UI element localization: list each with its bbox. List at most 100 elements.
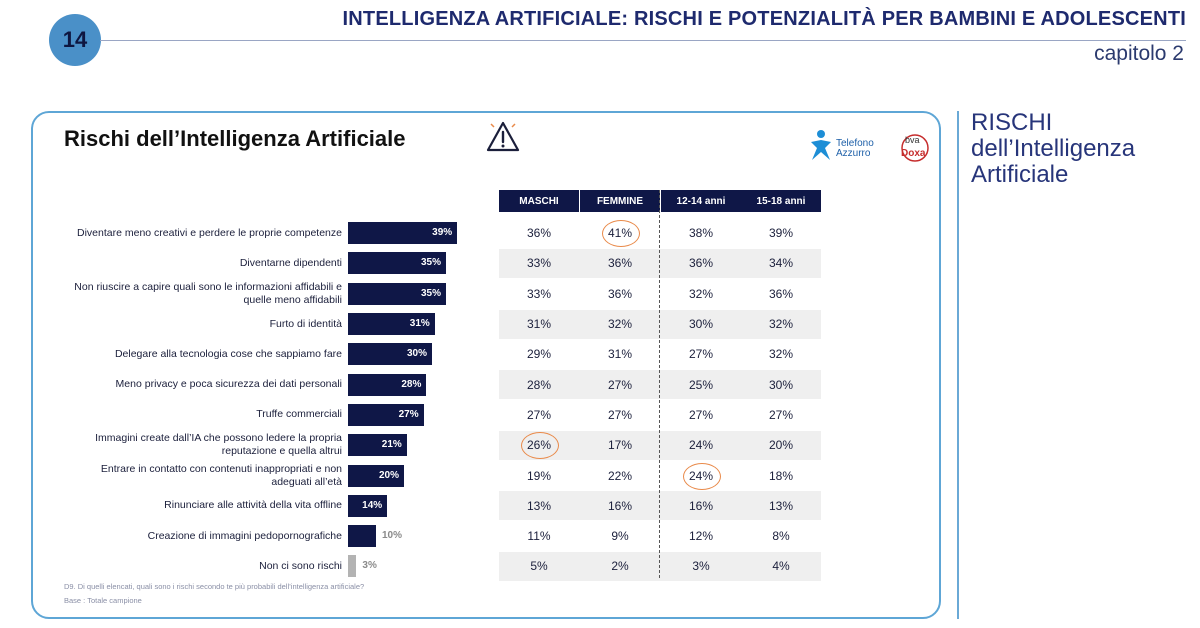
risk-label-line: Furto di identità xyxy=(269,317,342,330)
bar: 14% xyxy=(348,494,388,517)
risk-label-line: adeguati all’età xyxy=(271,475,342,488)
svg-text:Doxa: Doxa xyxy=(901,148,926,159)
risk-label: Furto di identità xyxy=(22,318,342,331)
bar-value-label: 14% xyxy=(362,499,383,511)
table-cell: 16% xyxy=(607,498,633,513)
column-header: 12-14 anni xyxy=(661,190,741,212)
table-cell: 34% xyxy=(768,256,794,271)
table-cell: 24% xyxy=(688,438,714,453)
column-header: MASCHI xyxy=(499,190,579,212)
bar: 3% xyxy=(348,555,377,578)
svg-text:Azzurro: Azzurro xyxy=(836,148,871,159)
table-row xyxy=(499,491,821,521)
chapter-label: capitolo 2 xyxy=(1094,42,1184,65)
table-cell: 22% xyxy=(607,468,633,483)
table-cell: 28% xyxy=(526,377,552,392)
table-cell: 32% xyxy=(768,317,794,332)
risk-label: Immagini create dall’IA che possono lede… xyxy=(22,432,342,458)
risk-label-line: Diventarne dipendenti xyxy=(239,256,342,269)
risk-label: Meno privacy e poca sicurezza dei dati p… xyxy=(22,378,342,391)
table-cell: 32% xyxy=(688,286,714,301)
table-cell: 5% xyxy=(530,559,548,574)
bar: 39% xyxy=(348,222,458,245)
risk-label: Non riuscire a capire quali sono le info… xyxy=(22,281,342,307)
risk-label: Diventarne dipendenti xyxy=(22,257,342,270)
bar-value-label: 30% xyxy=(406,348,427,360)
table-cell: 30% xyxy=(688,317,714,332)
section-side-title: RISCHI dell’Intelligenza Artificiale xyxy=(971,110,1135,188)
table-cell: 20% xyxy=(768,438,794,453)
table-cell: 27% xyxy=(607,377,633,392)
risk-label: Diventare meno creativi e perdere le pro… xyxy=(22,227,342,240)
table-cell: 27% xyxy=(688,407,714,422)
risk-label: Entrare in contatto con contenuti inappr… xyxy=(22,463,342,489)
bva-doxa-logo: bva Doxa xyxy=(901,134,929,162)
svg-text:Telefono: Telefono xyxy=(836,138,874,149)
header-divider xyxy=(100,40,1186,41)
risk-label-line: Truffe commerciali xyxy=(256,408,342,421)
bar: 21% xyxy=(348,434,407,457)
bar: 31% xyxy=(348,313,435,336)
table-cell: 36% xyxy=(526,226,552,241)
warning-triangle-icon xyxy=(486,121,520,152)
bar: 35% xyxy=(348,282,446,305)
table-cell: 8% xyxy=(772,529,790,544)
side-title-line: dell’Intelligenza xyxy=(971,135,1136,162)
risk-label-line: Non ci sono rischi xyxy=(259,559,342,572)
table-cell: 13% xyxy=(526,498,552,513)
table-cell: 39% xyxy=(768,226,794,241)
table-cell: 2% xyxy=(611,559,629,574)
table-row xyxy=(499,551,821,581)
side-divider xyxy=(957,111,959,619)
risk-label-line: Non riuscire a capire quali sono le info… xyxy=(74,280,342,293)
table-cell: 17% xyxy=(607,438,633,453)
chart-panel xyxy=(31,111,941,619)
table-cell: 36% xyxy=(688,256,714,271)
table-cell: 18% xyxy=(768,468,794,483)
risk-label-line: reputazione e quella altrui xyxy=(221,445,342,458)
table-cell: 3% xyxy=(692,559,710,574)
table-cell: 33% xyxy=(526,286,552,301)
table-cell: 38% xyxy=(688,226,714,241)
table-cell: 13% xyxy=(768,498,794,513)
table-cell: 12% xyxy=(688,529,714,544)
bar-value-label: 35% xyxy=(420,287,441,299)
table-cell: 19% xyxy=(526,468,552,483)
bar: 35% xyxy=(348,252,446,275)
table-cell: 16% xyxy=(688,498,714,513)
bar: 27% xyxy=(348,403,424,426)
sample-base-note: Base : Totale campione xyxy=(64,596,142,605)
bar: 10% xyxy=(348,525,402,548)
survey-question-note: D9. Di quelli elencati, quali sono i ris… xyxy=(64,582,365,591)
bar: 28% xyxy=(348,373,427,396)
table-cell: 9% xyxy=(611,529,629,544)
bar-value-label: 35% xyxy=(420,257,441,269)
risk-label: Rinunciare alle attività della vita offl… xyxy=(22,499,342,512)
table-cell: 36% xyxy=(768,286,794,301)
table-cell: 33% xyxy=(526,256,552,271)
table-cell: 30% xyxy=(768,377,794,392)
report-title: INTELLIGENZA ARTIFICIALE: RISCHI E POTEN… xyxy=(342,8,1186,30)
table-cell: 36% xyxy=(607,286,633,301)
svg-text:bva: bva xyxy=(905,135,920,145)
bar-value-label: 10% xyxy=(382,530,403,542)
bar-value-label: 27% xyxy=(398,408,419,420)
table-cell: 32% xyxy=(607,317,633,332)
table-cell: 11% xyxy=(527,529,551,544)
column-header: FEMMINE xyxy=(580,190,660,212)
table-cell: 27% xyxy=(526,407,552,422)
page-number-badge: 14 xyxy=(49,14,101,66)
bar-value-label: 39% xyxy=(432,227,453,239)
risk-label-line: Rinunciare alle attività della vita offl… xyxy=(164,499,342,512)
sponsor-logos: Telefono Azzurro bva Doxa xyxy=(811,130,929,162)
bar: 20% xyxy=(348,464,404,487)
column-header: 15-18 anni xyxy=(741,190,821,212)
telefono-azzurro-logo: Telefono Azzurro xyxy=(811,130,874,160)
side-title-line: Artificiale xyxy=(971,161,1069,188)
table-cell: 27% xyxy=(768,407,794,422)
table-cell: 25% xyxy=(688,377,714,392)
risk-label-line: Delegare alla tecnologia cose che sappia… xyxy=(114,347,342,360)
risk-label-line: Diventare meno creativi e perdere le pro… xyxy=(77,226,342,239)
bar-value-label: 21% xyxy=(381,439,402,451)
risk-label: Delegare alla tecnologia cose che sappia… xyxy=(22,348,342,361)
